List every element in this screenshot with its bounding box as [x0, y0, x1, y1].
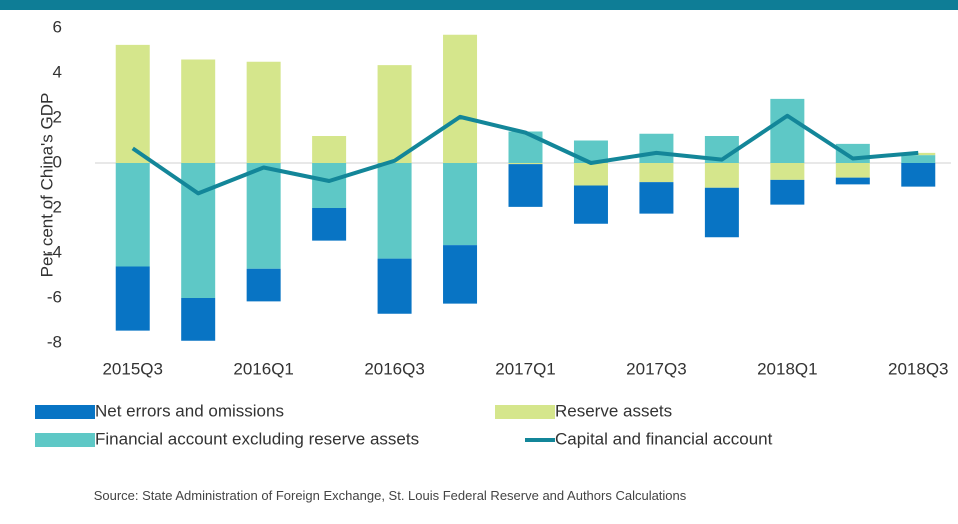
bar — [901, 163, 936, 187]
y-axis-title: Per cent of China's GDP — [37, 93, 56, 278]
bar — [573, 185, 608, 224]
bar — [312, 163, 347, 208]
bar — [377, 163, 412, 259]
bar — [377, 65, 412, 163]
bar — [377, 258, 412, 314]
bar — [115, 44, 150, 163]
bar — [639, 182, 674, 214]
bar — [181, 59, 216, 163]
x-tick-label: 2015Q3 — [102, 359, 163, 378]
legend-label: Capital and financial account — [555, 429, 773, 448]
x-tick-label: 2017Q1 — [495, 359, 556, 378]
bar — [115, 163, 150, 267]
bar — [115, 266, 150, 331]
bar — [901, 155, 936, 163]
x-tick-label: 2018Q1 — [757, 359, 818, 378]
header-bar — [0, 0, 958, 10]
bar — [639, 133, 674, 163]
bar — [573, 163, 608, 186]
bar — [508, 163, 543, 165]
legend-label: Financial account excluding reserve asse… — [95, 429, 419, 448]
bar — [443, 245, 478, 304]
line — [131, 113, 919, 196]
bar — [246, 268, 281, 302]
bar — [508, 164, 543, 207]
bar — [835, 163, 870, 178]
y-tick-label: 2 — [53, 107, 62, 126]
x-tick-label: 2016Q3 — [364, 359, 425, 378]
y-tick-label: -2 — [47, 197, 62, 216]
bar — [443, 34, 478, 163]
bar — [181, 298, 216, 341]
bar — [639, 163, 674, 183]
x-tick-label: 2018Q3 — [888, 359, 949, 378]
y-tick-label: -4 — [47, 242, 62, 261]
source-note: Source: State Administration of Foreign … — [93, 488, 687, 503]
bar — [312, 136, 347, 163]
bar — [770, 179, 805, 205]
legend-swatch — [35, 433, 95, 447]
bar — [312, 208, 347, 241]
bar — [704, 163, 739, 188]
bar — [246, 163, 281, 269]
bar — [246, 61, 281, 163]
legend-swatch — [35, 405, 95, 419]
legend-label: Reserve assets — [555, 401, 672, 420]
y-tick-label: -6 — [47, 287, 62, 306]
x-tick-label: 2017Q3 — [626, 359, 687, 378]
bar — [704, 187, 739, 238]
y-tick-label: -8 — [47, 332, 62, 351]
bar — [835, 177, 870, 185]
bar — [770, 98, 805, 163]
legend-label: Net errors and omissions — [95, 401, 284, 420]
legend-swatch — [495, 405, 555, 419]
y-tick-label: 4 — [53, 62, 62, 81]
bar — [443, 163, 478, 246]
bar — [770, 163, 805, 180]
y-tick-label: 0 — [53, 152, 62, 171]
y-tick-label: 6 — [53, 17, 62, 36]
x-tick-label: 2016Q1 — [233, 359, 294, 378]
